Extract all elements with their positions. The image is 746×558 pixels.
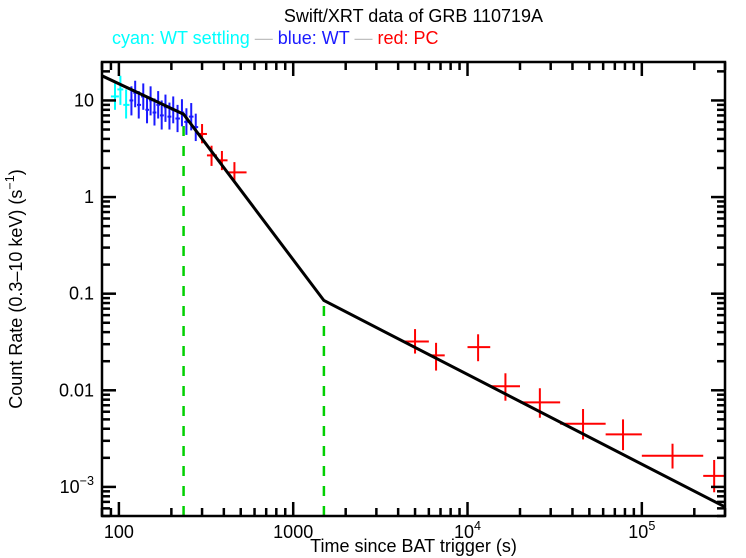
chart-subtitle: cyan: WT settling — blue: WT — red: PC <box>112 28 438 48</box>
x-tick-label: 1000 <box>273 522 313 542</box>
xrt-lightcurve-chart: 100100010410510−30.010.1110Time since BA… <box>0 0 746 558</box>
x-axis-label: Time since BAT trigger (s) <box>310 536 517 556</box>
y-tick-label: 1 <box>84 187 94 207</box>
chart-title: Swift/XRT data of GRB 110719A <box>284 6 543 26</box>
y-tick-label: 0.1 <box>69 284 94 304</box>
y-tick-label: 10 <box>74 90 94 110</box>
y-tick-label: 0.01 <box>59 380 94 400</box>
y-axis-label: Count Rate (0.3–10 keV) (s−1) <box>3 169 26 408</box>
x-tick-label: 100 <box>104 522 134 542</box>
